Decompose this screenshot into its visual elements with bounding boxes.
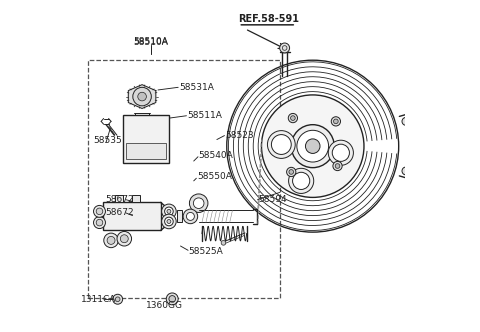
Circle shape bbox=[167, 209, 171, 213]
Circle shape bbox=[183, 209, 198, 224]
Bar bbox=[177, 210, 182, 222]
Circle shape bbox=[165, 207, 173, 216]
Circle shape bbox=[328, 140, 353, 165]
Circle shape bbox=[333, 161, 342, 171]
Circle shape bbox=[331, 117, 340, 126]
Bar bbox=[126, 143, 166, 159]
Circle shape bbox=[96, 219, 103, 226]
Polygon shape bbox=[128, 85, 156, 109]
Circle shape bbox=[162, 204, 176, 219]
Text: 58525A: 58525A bbox=[189, 247, 224, 256]
Circle shape bbox=[190, 194, 208, 212]
Circle shape bbox=[297, 130, 329, 162]
Circle shape bbox=[305, 139, 320, 153]
Circle shape bbox=[289, 170, 294, 174]
Circle shape bbox=[167, 219, 171, 223]
Circle shape bbox=[332, 144, 349, 161]
Circle shape bbox=[166, 293, 178, 305]
Circle shape bbox=[162, 214, 176, 229]
Circle shape bbox=[402, 118, 410, 125]
Text: 58511A: 58511A bbox=[187, 111, 222, 120]
Text: 1311CA: 1311CA bbox=[81, 295, 116, 304]
Circle shape bbox=[117, 231, 132, 246]
Circle shape bbox=[402, 167, 410, 175]
Circle shape bbox=[96, 208, 103, 215]
Bar bbox=[132, 195, 140, 203]
Circle shape bbox=[267, 130, 295, 158]
Text: 58672: 58672 bbox=[106, 195, 134, 204]
Circle shape bbox=[271, 134, 291, 154]
Circle shape bbox=[94, 217, 106, 228]
Text: 58535: 58535 bbox=[93, 136, 121, 145]
Text: 58510A: 58510A bbox=[133, 37, 168, 45]
Circle shape bbox=[227, 60, 399, 232]
Circle shape bbox=[120, 235, 128, 243]
Text: 1360GG: 1360GG bbox=[146, 301, 183, 310]
Text: 58510A: 58510A bbox=[133, 38, 168, 46]
Circle shape bbox=[288, 168, 314, 194]
Circle shape bbox=[221, 241, 226, 245]
Text: 58594: 58594 bbox=[258, 195, 287, 204]
Circle shape bbox=[262, 95, 364, 198]
Bar bbox=[122, 115, 169, 163]
Circle shape bbox=[107, 236, 115, 244]
Bar bbox=[88, 60, 280, 298]
Text: 58672: 58672 bbox=[106, 208, 134, 217]
Circle shape bbox=[186, 212, 194, 220]
Circle shape bbox=[288, 114, 298, 123]
Circle shape bbox=[94, 206, 106, 217]
Bar bbox=[115, 195, 123, 203]
Text: REF.58-591: REF.58-591 bbox=[239, 14, 300, 24]
Circle shape bbox=[193, 198, 204, 208]
Circle shape bbox=[290, 116, 295, 121]
Text: 58523: 58523 bbox=[225, 131, 254, 140]
Circle shape bbox=[334, 119, 338, 124]
Circle shape bbox=[133, 87, 151, 106]
Circle shape bbox=[280, 43, 289, 53]
Circle shape bbox=[291, 125, 334, 168]
Circle shape bbox=[104, 233, 119, 248]
Text: 58550A: 58550A bbox=[197, 172, 232, 181]
Circle shape bbox=[293, 172, 310, 190]
Bar bbox=[103, 203, 161, 230]
Circle shape bbox=[138, 92, 146, 101]
Circle shape bbox=[169, 295, 176, 302]
Text: 58540A: 58540A bbox=[199, 151, 233, 160]
Circle shape bbox=[165, 217, 173, 226]
Circle shape bbox=[113, 294, 122, 304]
Text: 58531A: 58531A bbox=[179, 83, 214, 92]
Circle shape bbox=[287, 167, 296, 177]
Circle shape bbox=[115, 297, 120, 301]
Circle shape bbox=[335, 164, 340, 168]
